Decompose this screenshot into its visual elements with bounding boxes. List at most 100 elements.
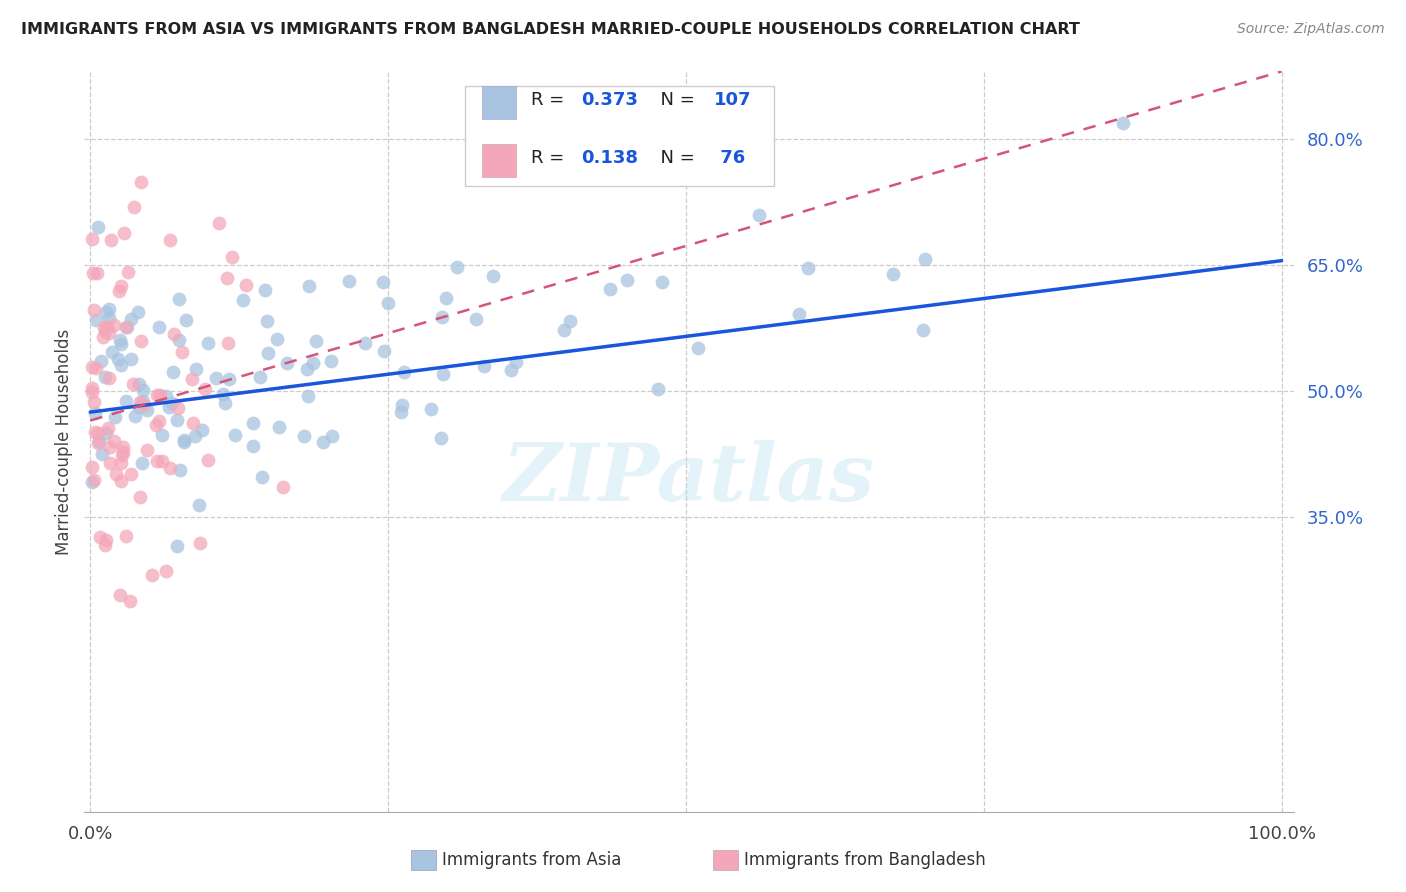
Point (482, 269, 505, 284)
Point (93, 370, 115, 384)
Point (148, 413, 170, 427)
Point (120, 312, 142, 326)
Point (162, 365, 184, 379)
Point (217, 270, 239, 285)
Point (84, 406, 107, 420)
Point (104, 410, 127, 425)
Point (505, 355, 527, 369)
Point (129, 175, 152, 189)
Point (354, 335, 377, 350)
Text: Immigrants from Asia: Immigrants from Asia (441, 851, 621, 869)
Point (155, 564, 177, 578)
Point (83, 394, 105, 409)
Point (169, 292, 191, 306)
Y-axis label: Married-couple Households: Married-couple Households (55, 328, 73, 555)
Point (97, 302, 120, 317)
Point (686, 341, 709, 355)
Point (292, 428, 315, 442)
Point (184, 429, 207, 443)
Point (252, 470, 274, 484)
Point (120, 467, 142, 482)
Point (188, 498, 211, 512)
Text: 0.138: 0.138 (581, 149, 638, 167)
Point (108, 333, 131, 347)
Point (184, 361, 207, 376)
Point (84, 361, 107, 376)
Point (249, 370, 271, 384)
Point (129, 490, 152, 504)
Point (101, 345, 124, 359)
Point (97, 371, 120, 385)
Point (112, 226, 135, 240)
Point (129, 334, 152, 348)
Point (129, 394, 152, 409)
Text: 76: 76 (714, 149, 745, 167)
Point (242, 416, 264, 430)
Point (87, 436, 110, 450)
Point (141, 568, 163, 582)
Point (392, 365, 415, 379)
Point (110, 457, 132, 471)
Point (465, 311, 488, 326)
Point (96, 425, 118, 440)
Point (297, 389, 319, 403)
Point (796, 260, 818, 275)
Point (302, 356, 325, 370)
Point (94, 305, 117, 319)
Point (312, 435, 335, 450)
Point (266, 333, 288, 347)
Text: IMMIGRANTS FROM ASIA VS IMMIGRANTS FROM BANGLADESH MARRIED-COUPLE HOUSEHOLDS COR: IMMIGRANTS FROM ASIA VS IMMIGRANTS FROM … (21, 22, 1080, 37)
Point (205, 370, 228, 384)
Point (96, 533, 118, 548)
Point (430, 431, 453, 445)
Point (115, 319, 138, 334)
Point (111, 444, 134, 458)
Point (124, 409, 146, 423)
Point (82, 266, 104, 280)
Point (420, 401, 443, 416)
Point (256, 314, 278, 328)
Point (157, 401, 180, 415)
Text: R =: R = (530, 149, 569, 167)
Point (146, 454, 169, 468)
Point (100, 233, 122, 247)
Point (166, 401, 188, 415)
Point (80, 359, 103, 374)
Point (446, 260, 468, 275)
Point (599, 282, 621, 296)
Point (120, 352, 142, 367)
Point (83, 425, 105, 439)
Point (166, 412, 188, 426)
Point (110, 337, 132, 351)
Point (224, 428, 246, 442)
Point (108, 284, 131, 298)
Point (136, 403, 159, 417)
Point (134, 398, 156, 412)
Point (337, 274, 360, 288)
Point (83, 474, 105, 488)
Point (218, 372, 240, 386)
Point (115, 393, 138, 408)
Point (235, 277, 257, 292)
Text: N =: N = (650, 149, 700, 167)
Point (127, 304, 149, 318)
Point (169, 463, 191, 477)
Point (111, 448, 134, 462)
Text: N =: N = (650, 91, 700, 109)
Point (321, 429, 343, 443)
Point (135, 442, 157, 457)
Point (111, 440, 134, 454)
Point (276, 356, 298, 370)
Point (434, 291, 457, 305)
Point (373, 343, 395, 358)
Point (218, 336, 240, 351)
Point (159, 233, 181, 247)
Point (155, 389, 177, 403)
Point (107, 351, 129, 366)
Point (90, 447, 112, 461)
Point (194, 382, 217, 396)
Point (90, 353, 112, 368)
Point (647, 382, 669, 396)
Point (145, 417, 167, 432)
Point (914, 252, 936, 266)
